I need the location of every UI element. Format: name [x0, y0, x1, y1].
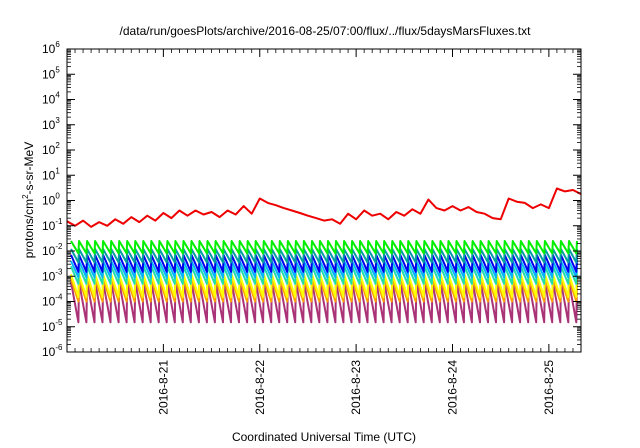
series-line — [70, 273, 578, 299]
y-tick-label: 10-3 — [42, 267, 63, 283]
series-layer — [67, 187, 581, 324]
x-axis-ticks: 2016-8-21 2016-8-22 2016-8-23 2016-8-24 2016… — [74, 49, 574, 415]
x-axis-label: Coordinated Universal Time (UTC) — [232, 430, 416, 444]
series-line — [67, 187, 581, 228]
y-tick-label: 10-5 — [42, 318, 63, 334]
series-line — [70, 253, 578, 273]
series-line — [70, 265, 578, 285]
y-axis-ticks: 10-6 10-5 10-4 10-3 10-2 10-1 100 101 102 103 104 1… — [42, 40, 581, 359]
series-line — [70, 248, 578, 264]
y-axis-label: protons/cm2-s-sr-MeV — [21, 142, 36, 258]
series-line — [70, 260, 578, 279]
y-axis-label-suffix: -s-sr-MeV — [22, 142, 36, 195]
series-line — [70, 280, 578, 324]
y-axis-label-superscript: 2 — [21, 194, 30, 199]
x-tick-label: 2016-8-22 — [253, 360, 267, 415]
x-tick-label: 2016-8-21 — [156, 360, 170, 415]
y-tick-label: 100 — [42, 192, 60, 208]
y-axis-label-prefix: protons/cm — [22, 199, 36, 258]
x-tick-label: 2016-8-25 — [542, 360, 556, 415]
series-line — [70, 240, 578, 255]
y-tick-label: 105 — [42, 65, 60, 81]
y-tick-label: 10-6 — [42, 343, 63, 359]
y-tick-label: 10-2 — [42, 242, 63, 258]
y-tick-label: 103 — [42, 116, 60, 132]
y-tick-label: 104 — [42, 91, 60, 107]
y-tick-label: 101 — [42, 166, 60, 182]
y-tick-label: 102 — [42, 141, 60, 157]
x-tick-label: 2016-8-23 — [349, 360, 363, 415]
y-tick-label: 10-1 — [42, 217, 63, 233]
chart-title: /data/run/goesPlots/archive/2016-08-25/0… — [120, 24, 532, 38]
x-tick-label: 2016-8-24 — [446, 360, 460, 415]
y-tick-label: 10-4 — [42, 293, 63, 309]
y-tick-label: 106 — [42, 40, 60, 56]
series-line — [70, 277, 578, 303]
